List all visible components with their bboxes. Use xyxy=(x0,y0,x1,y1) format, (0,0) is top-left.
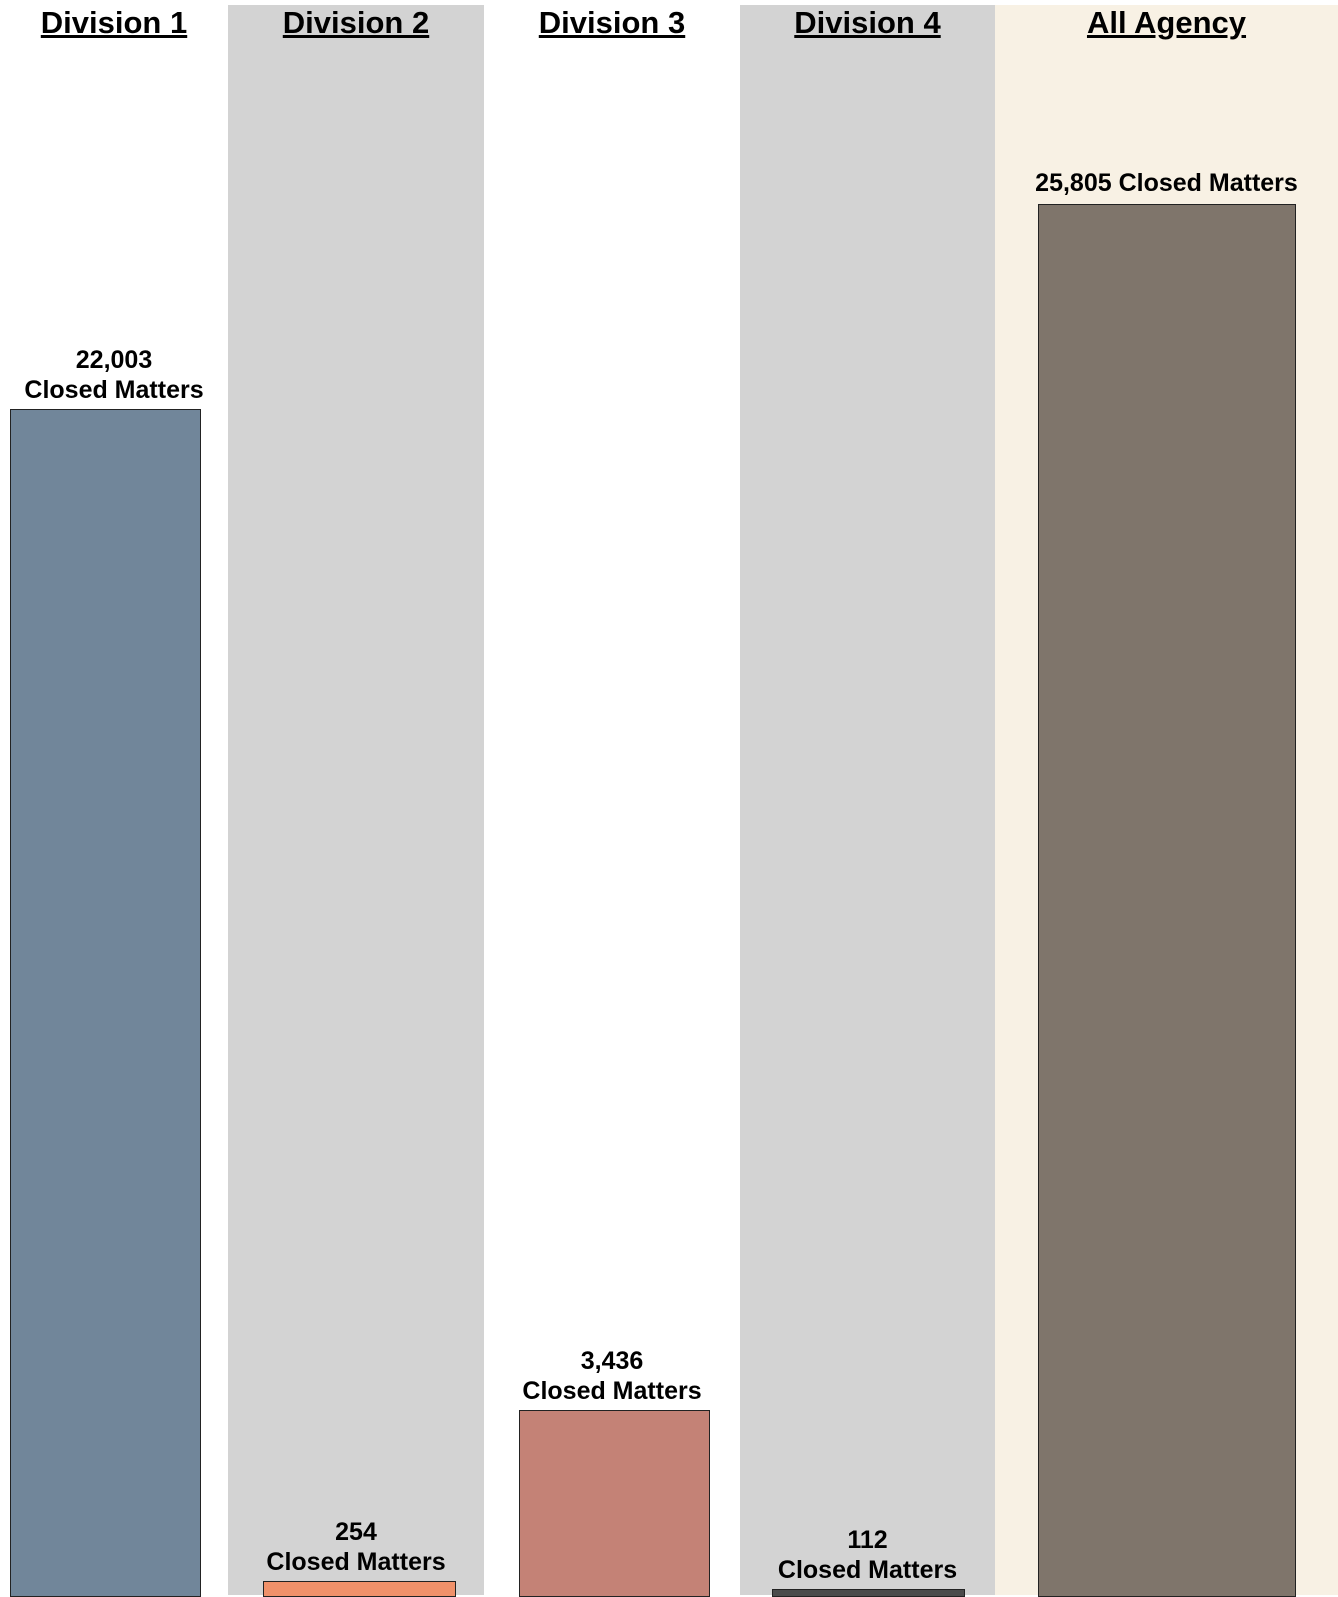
data-label: 25,805 Closed Matters xyxy=(995,168,1338,198)
category-heading: Division 4 xyxy=(740,3,995,43)
data-label-unit: Closed Matters xyxy=(228,1547,484,1577)
bar xyxy=(519,1410,710,1597)
category-heading: All Agency xyxy=(995,3,1338,43)
panel-background xyxy=(228,5,484,1595)
category-heading: Division 3 xyxy=(484,3,740,43)
data-label-count: 22,003 xyxy=(0,345,228,375)
data-label: 254 Closed Matters xyxy=(228,1517,484,1577)
data-label: 3,436 Closed Matters xyxy=(484,1346,740,1406)
data-label-unit: Closed Matters xyxy=(1119,169,1298,197)
panel-background xyxy=(740,5,995,1595)
bar xyxy=(10,409,201,1597)
bar xyxy=(1038,204,1296,1597)
category-heading: Division 2 xyxy=(228,3,484,43)
data-label-unit: Closed Matters xyxy=(484,1376,740,1406)
data-label-count: 112 xyxy=(740,1525,995,1555)
data-label-unit: Closed Matters xyxy=(0,375,228,405)
category-heading: Division 1 xyxy=(0,3,228,43)
bar xyxy=(772,1589,965,1597)
data-label-count: 254 xyxy=(228,1517,484,1547)
data-label-count: 3,436 xyxy=(484,1346,740,1376)
data-label: 22,003 Closed Matters xyxy=(0,345,228,405)
data-label-unit: Closed Matters xyxy=(740,1555,995,1585)
data-label: 112 Closed Matters xyxy=(740,1525,995,1585)
data-label-count: 25,805 xyxy=(1035,169,1111,197)
